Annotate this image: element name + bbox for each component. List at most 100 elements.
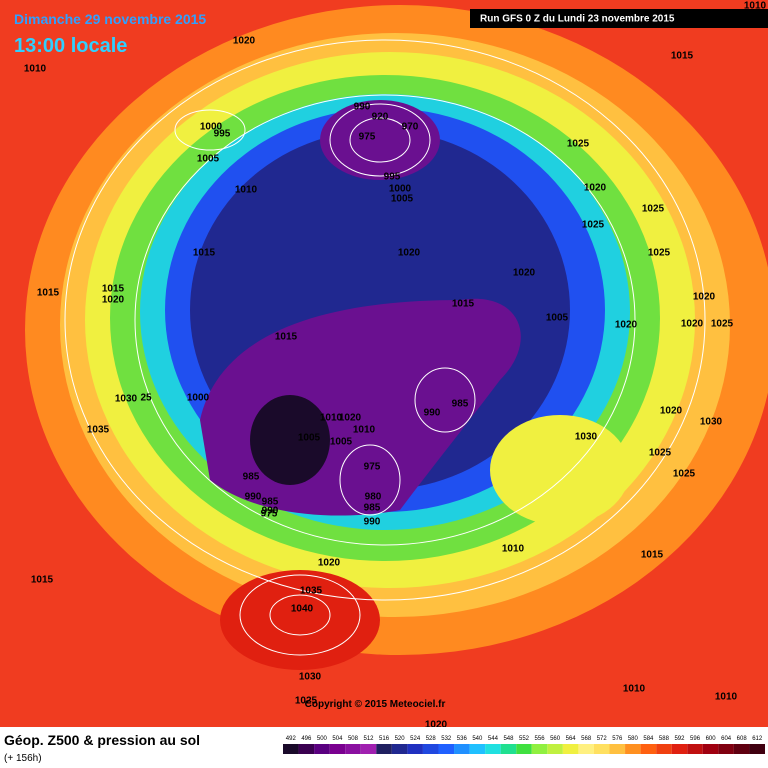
- legend-swatch: [345, 744, 361, 754]
- pressure-label: 1030: [115, 394, 138, 405]
- legend-swatch: [656, 744, 672, 754]
- legend-swatch: [531, 744, 548, 754]
- pressure-label: 1005: [330, 437, 353, 448]
- legend-label: 504: [332, 736, 343, 742]
- legend-swatch: [298, 744, 315, 754]
- pressure-label: 1000: [200, 122, 223, 133]
- legend-swatch: [454, 744, 470, 754]
- pressure-label: 1025: [567, 139, 590, 150]
- legend-label: 576: [612, 736, 623, 742]
- legend-label: 588: [659, 736, 670, 742]
- legend-swatch: [500, 744, 517, 754]
- legend-label: 492: [286, 736, 297, 742]
- pressure-label: 1015: [452, 299, 475, 310]
- pressure-label: 1030: [299, 672, 322, 683]
- pressure-label: 1015: [275, 332, 298, 343]
- legend-label: 572: [597, 736, 608, 742]
- legend-swatch: [407, 744, 423, 754]
- footer-title: Géop. Z500 & pression au sol: [4, 732, 200, 748]
- pressure-label: 1015: [671, 51, 694, 62]
- pressure-label: 1015: [102, 284, 125, 295]
- field: [0, 0, 768, 727]
- legend-label: 536: [457, 736, 468, 742]
- legend-label: 512: [364, 736, 375, 742]
- pressure-label: 1015: [37, 288, 60, 299]
- run-text: Run GFS 0 Z du Lundi 23 novembre 2015: [480, 14, 675, 25]
- pressure-label: 1010: [502, 544, 525, 555]
- legend-swatch: [609, 744, 626, 754]
- pressure-label: 1015: [193, 248, 216, 259]
- legend-label: 600: [706, 736, 717, 742]
- legend-label: 604: [721, 736, 732, 742]
- pressure-label: 25: [140, 393, 152, 404]
- legend-label: 528: [426, 736, 437, 742]
- pressure-label: 1020: [513, 268, 536, 279]
- pressure-label: 1025: [295, 696, 318, 707]
- legend-label: 532: [441, 736, 452, 742]
- legend-label: 568: [581, 736, 592, 742]
- legend-swatch: [671, 744, 688, 754]
- pressure-label: 920: [372, 112, 389, 123]
- pressure-label: 970: [402, 122, 419, 133]
- legend-label: 584: [643, 736, 654, 742]
- copyright: Copyright © 2015 Meteociel.fr: [305, 699, 446, 710]
- legend-swatch: [376, 744, 392, 754]
- pressure-label: 1025: [711, 319, 734, 330]
- pressure-label: 985: [364, 503, 381, 514]
- pressure-label: 1020: [318, 558, 341, 569]
- time: 13:00 locale: [14, 35, 127, 57]
- pressure-label: 1020: [615, 320, 638, 331]
- legend-label: 608: [737, 736, 748, 742]
- pressure-label: 1010: [744, 1, 767, 12]
- pressure-label: 1005: [546, 313, 569, 324]
- pressure-label: 1010: [24, 64, 47, 75]
- pressure-label: 1020: [425, 720, 448, 731]
- pressure-label: 985: [452, 399, 469, 410]
- pressure-label: 1035: [300, 586, 323, 597]
- pressure-label: 1040: [291, 604, 314, 615]
- legend-swatch: [469, 744, 486, 754]
- legend-label: 556: [535, 736, 546, 742]
- pressure-label: 1005: [298, 433, 321, 444]
- legend-swatch: [516, 744, 532, 754]
- pressure-label: 985: [262, 497, 279, 508]
- pressure-label: 1000: [389, 184, 412, 195]
- pressure-label: 995: [214, 129, 231, 140]
- legend-label: 500: [317, 736, 328, 742]
- pressure-label: 1020: [584, 183, 607, 194]
- legend-label: 508: [348, 736, 359, 742]
- legend-swatch: [733, 744, 750, 754]
- legend-swatch: [391, 744, 408, 754]
- pressure-label: 1030: [700, 417, 723, 428]
- legend-label: 592: [674, 736, 685, 742]
- legend-label: 596: [690, 736, 701, 742]
- legend-label: 516: [379, 736, 390, 742]
- pressure-label: 1020: [693, 292, 716, 303]
- legend-swatch: [485, 744, 501, 754]
- date: Dimanche 29 novembre 2015: [14, 11, 206, 27]
- legend-swatch: [283, 744, 299, 754]
- pressure-label: 1000: [187, 393, 210, 404]
- legend-swatch: [547, 744, 563, 754]
- pressure-label: 995: [384, 172, 401, 183]
- pressure-label: 1025: [648, 248, 671, 259]
- pressure-label: 990: [354, 102, 371, 113]
- legend-label: 552: [519, 736, 530, 742]
- legend-label: 564: [566, 736, 577, 742]
- pressure-label: 1010: [623, 684, 646, 695]
- legend-swatch: [593, 744, 610, 754]
- pressure-label: 1025: [642, 204, 665, 215]
- pressure-label: 975: [364, 462, 381, 473]
- legend-swatch: [687, 744, 703, 754]
- legend: 492 496 500 504 508 512 516 520 524 528 532 536 540 5…: [283, 736, 765, 754]
- pressure-label: 1010: [715, 692, 738, 703]
- pressure-label: 1035: [87, 425, 110, 436]
- pressure-label: 1030: [575, 432, 598, 443]
- legend-label: 540: [472, 736, 483, 742]
- legend-swatch: [360, 744, 377, 754]
- pressure-label: 1025: [673, 469, 696, 480]
- legend-swatch: [329, 744, 346, 754]
